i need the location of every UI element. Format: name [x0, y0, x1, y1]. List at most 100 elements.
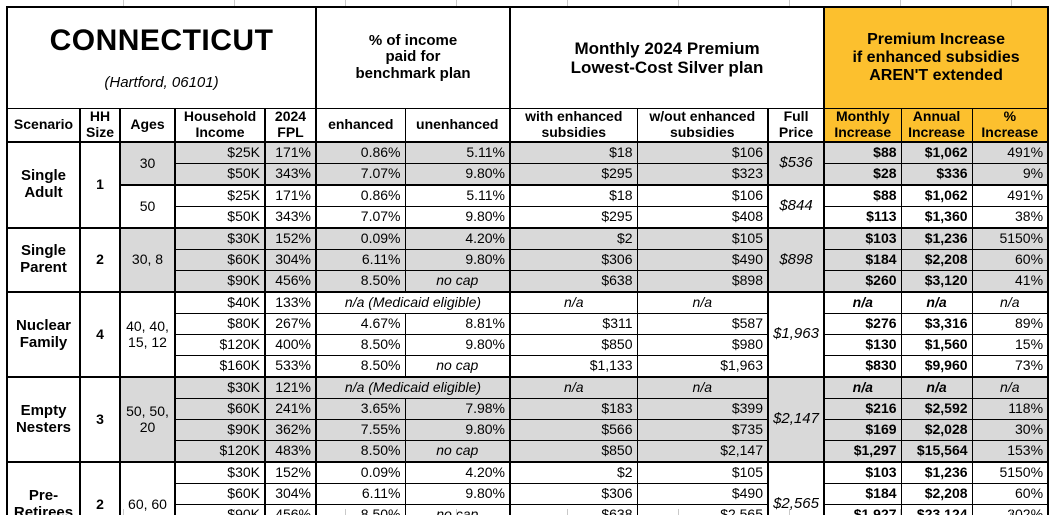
cell-monthly-increase: $1,297 — [823, 440, 902, 463]
cell-unenhanced-pct: 8.81% — [404, 313, 511, 336]
gridline-tick — [234, 509, 235, 515]
cell-monthly-increase: $28 — [823, 163, 902, 186]
cell-wout-subsidies: $980 — [636, 334, 769, 357]
cell-annual-increase: n/a — [900, 291, 973, 315]
ages-cell: 50 — [119, 184, 176, 229]
cell-wout-subsidies: $106 — [636, 184, 769, 208]
cell-enhanced-pct: 6.11% — [315, 249, 406, 272]
gridline-tick — [123, 509, 124, 515]
header-income-pct-group: % of income paid for benchmark plan — [314, 6, 511, 109]
table-row: $60K 304% 6.11% 9.80% $306 $490 $184 $2,208 60% — [7, 483, 1049, 506]
cell-enhanced-pct: 0.86% — [315, 141, 406, 165]
gridline-tick — [678, 0, 679, 6]
cell-enhanced-pct: 7.07% — [315, 206, 406, 229]
gridline-tick — [456, 509, 457, 515]
cell-unenhanced-pct: 9.80% — [404, 483, 511, 506]
scenario-cell: Empty Nesters — [6, 376, 81, 463]
cell-monthly-increase: n/a — [823, 291, 902, 315]
gridline-tick — [123, 0, 124, 6]
table-row: $90K 456% 8.50% no cap $638 $2,565 $1,927 $23,1… — [7, 504, 1049, 515]
cell-wout-subsidies: n/a — [636, 376, 769, 400]
cell-unenhanced-pct: no cap — [404, 355, 511, 378]
cell-annual-increase: $3,120 — [900, 270, 973, 293]
hh-size-cell: 2 — [79, 227, 121, 293]
full-price-cell: $1,963 — [767, 291, 825, 378]
col-header-monthly-increase: Monthly Increase — [823, 107, 902, 143]
cell-with-subsidies: n/a — [509, 291, 638, 315]
hh-size-cell: 2 — [79, 461, 121, 515]
gridline-tick — [456, 0, 457, 6]
cell-pct-increase: 30% — [971, 419, 1049, 442]
scenario-cell: Nuclear Family — [6, 291, 81, 378]
cell-annual-increase: $1,236 — [900, 227, 973, 251]
cell-enhanced-pct: 3.65% — [315, 398, 406, 421]
cell-monthly-increase: n/a — [823, 376, 902, 400]
gridline-tick — [789, 509, 790, 515]
cell-monthly-increase: $830 — [823, 355, 902, 378]
gridline-tick — [345, 0, 346, 6]
scenario-cell: Single Adult — [6, 141, 81, 229]
cell-unenhanced-pct: 9.80% — [404, 334, 511, 357]
cell-unenhanced-pct: 5.11% — [404, 141, 511, 165]
cell-household-income: $50K — [174, 206, 266, 229]
cell-fpl: 267% — [264, 313, 317, 336]
gridline-tick — [789, 0, 790, 6]
cell-annual-increase: $23,124 — [900, 504, 973, 515]
cell-fpl: 121% — [264, 376, 317, 400]
cell-household-income: $40K — [174, 291, 266, 315]
cell-pct-increase: 5150% — [971, 461, 1049, 485]
cell-monthly-increase: $103 — [823, 461, 902, 485]
table-row: $80K 267% 4.67% 8.81% $311 $587 $276 $3,316 89% — [7, 313, 1049, 336]
col-header-fpl: 2024 FPL — [264, 107, 317, 143]
cell-with-subsidies: $850 — [509, 440, 638, 463]
cell-wout-subsidies: $898 — [636, 270, 769, 293]
cell-pct-increase: 153% — [971, 440, 1049, 463]
cell-wout-subsidies: $2,565 — [636, 504, 769, 515]
cell-medicaid-note: n/a (Medicaid eligible) — [314, 376, 511, 400]
table-row: $90K 362% 7.55% 9.80% $566 $735 $169 $2,028 30% — [7, 419, 1049, 442]
col-header-unenhanced: unenhanced — [404, 107, 511, 143]
cell-pct-increase: 89% — [971, 313, 1049, 336]
cell-unenhanced-pct: no cap — [404, 440, 511, 463]
cell-annual-increase: $1,360 — [900, 206, 973, 229]
cell-enhanced-pct: 8.50% — [315, 504, 406, 515]
cell-fpl: 171% — [264, 184, 317, 208]
cell-enhanced-pct: 4.67% — [315, 313, 406, 336]
cell-household-income: $30K — [174, 461, 266, 485]
cell-unenhanced-pct: no cap — [404, 270, 511, 293]
cell-wout-subsidies: $105 — [636, 461, 769, 485]
cell-unenhanced-pct: 9.80% — [404, 206, 511, 229]
cell-enhanced-pct: 6.11% — [315, 483, 406, 506]
cell-fpl: 362% — [264, 419, 317, 442]
header-premium-group: Monthly 2024 Premium Lowest-Cost Silver … — [509, 6, 825, 109]
cell-monthly-increase: $276 — [823, 313, 902, 336]
cell-with-subsidies: $295 — [509, 163, 638, 186]
hh-size-cell: 4 — [79, 291, 121, 378]
cell-with-subsidies: $18 — [509, 141, 638, 165]
cell-monthly-increase: $88 — [823, 184, 902, 208]
cell-with-subsidies: $850 — [509, 334, 638, 357]
cell-annual-increase: $2,208 — [900, 483, 973, 506]
cell-monthly-increase: $260 — [823, 270, 902, 293]
gridline-tick — [345, 509, 346, 515]
cell-fpl: 304% — [264, 483, 317, 506]
cell-monthly-increase: $184 — [823, 249, 902, 272]
cell-unenhanced-pct: 4.20% — [404, 227, 511, 251]
cell-household-income: $80K — [174, 313, 266, 336]
table-row: $50K 343% 7.07% 9.80% $295 $323 $28 $336 9% — [7, 163, 1049, 186]
cell-unenhanced-pct: 5.11% — [404, 184, 511, 208]
cell-wout-subsidies: $490 — [636, 483, 769, 506]
ages-cell: 30 — [119, 141, 176, 186]
table-row: Nuclear Family 4 40, 40, 15, 12 $40K 133% n/a… — [6, 291, 1049, 378]
cell-unenhanced-pct: 7.98% — [404, 398, 511, 421]
table-row: $120K 483% 8.50% no cap $850 $2,147 $1,297 $15,… — [7, 440, 1049, 463]
cell-pct-increase: n/a — [971, 376, 1049, 400]
col-header-full-price: Full Price — [767, 107, 825, 143]
cell-household-income: $90K — [174, 504, 266, 515]
table-row: $160K 533% 8.50% no cap $1,133 $1,963 $830 $9,9… — [7, 355, 1049, 378]
gridline-tick — [900, 0, 901, 6]
cell-household-income: $30K — [174, 227, 266, 251]
cell-wout-subsidies: $735 — [636, 419, 769, 442]
cell-with-subsidies: $2 — [509, 461, 638, 485]
cell-wout-subsidies: $490 — [636, 249, 769, 272]
